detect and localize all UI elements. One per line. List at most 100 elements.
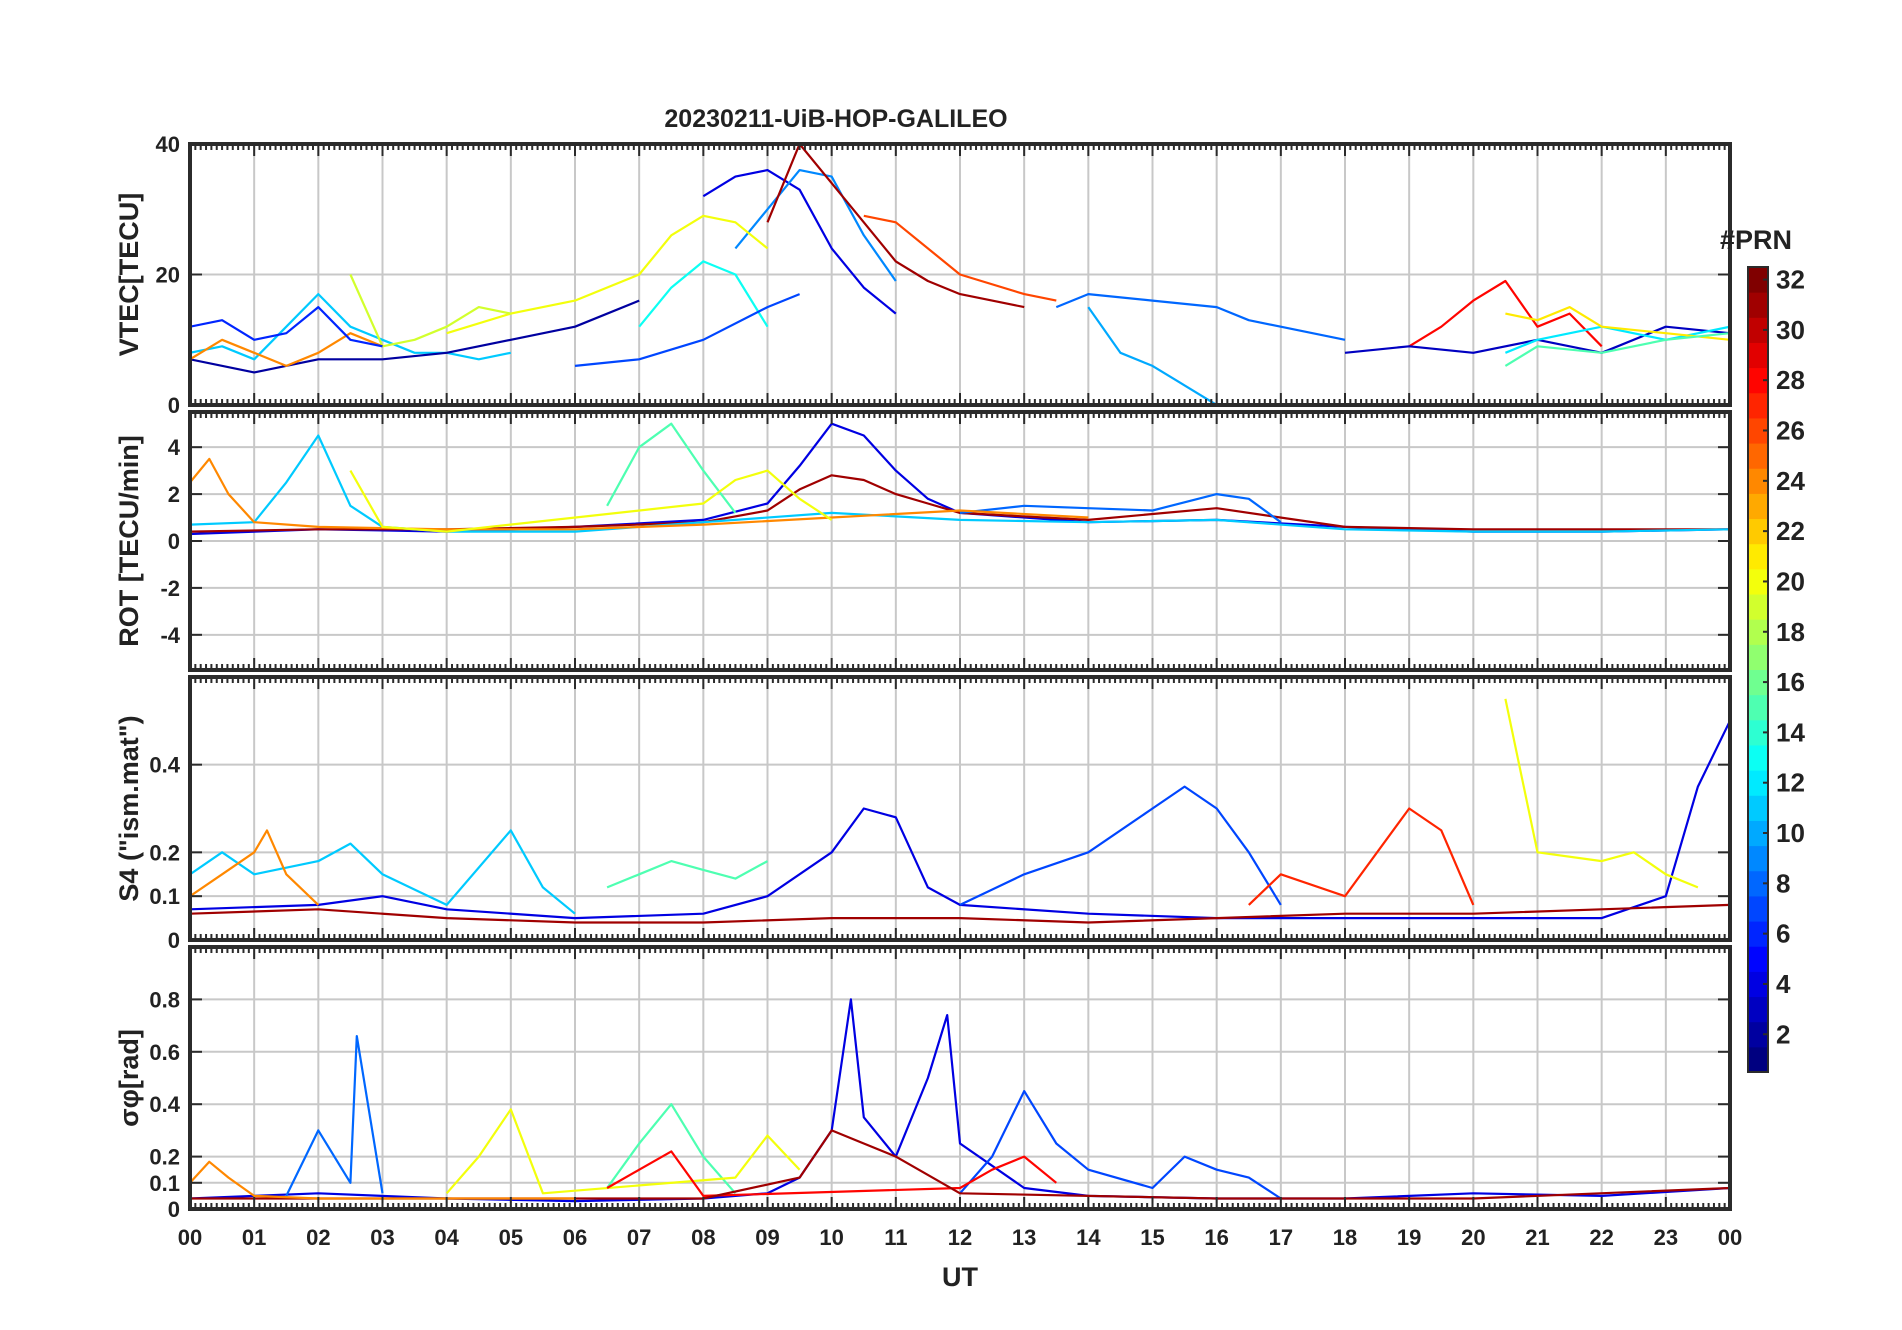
colorbar-segment: [1748, 493, 1768, 520]
series-prn-31: [190, 1129, 1730, 1200]
y-tick-label: -4: [160, 623, 180, 648]
x-tick-label: 08: [691, 1225, 715, 1250]
x-tick-label: 23: [1654, 1225, 1678, 1250]
series-prn-20: [1504, 698, 1699, 889]
colorbar-tick-label: 12: [1776, 768, 1805, 798]
y-tick-label: 0.2: [149, 840, 180, 865]
series-prn-11: [190, 434, 1730, 533]
x-tick-label: 15: [1140, 1225, 1164, 1250]
colorbar-segment: [1748, 392, 1768, 419]
series-prn-31: [190, 903, 1730, 924]
colorbar-segment: [1748, 267, 1768, 293]
series-prn-13: [638, 260, 769, 328]
colorbar-segment: [1748, 1021, 1768, 1048]
colorbar-segment: [1748, 317, 1768, 343]
colorbar-segment: [1748, 946, 1768, 972]
y-tick-label: 0.4: [149, 753, 180, 778]
colorbar-segment: [1748, 795, 1768, 821]
colorbar-tick-label: 32: [1776, 265, 1805, 295]
series-prn-9: [734, 169, 897, 282]
y-tick-label: 0: [168, 928, 180, 953]
colorbar-segment: [1748, 468, 1768, 494]
x-tick-label: 11: [884, 1225, 907, 1250]
colorbar-tick-label: 8: [1776, 868, 1790, 898]
x-tick-label: 19: [1397, 1225, 1421, 1250]
series-prn-19: [349, 274, 512, 348]
series-prn-4: [190, 720, 1730, 920]
y-tick-label: 0.2: [149, 1145, 180, 1170]
y-tick-label: 0.1: [149, 1171, 180, 1196]
colorbar-tick-label: 22: [1776, 516, 1805, 546]
x-tick-label: 07: [627, 1225, 651, 1250]
series-prn-8: [285, 1035, 384, 1197]
colorbar-segment: [1748, 870, 1768, 897]
y-tick-label: 0: [168, 393, 180, 418]
series-prn-15: [606, 860, 769, 889]
series-prn-31: [190, 474, 1730, 533]
y-tick-label: 4: [168, 435, 181, 460]
colorbar-segment: [1748, 996, 1768, 1023]
x-tick-label: 22: [1589, 1225, 1613, 1250]
colorbar-tick-label: 10: [1776, 818, 1805, 848]
colorbar-segment: [1748, 694, 1768, 721]
series-prn-31: [766, 144, 1025, 309]
colorbar-tick-label: 20: [1776, 566, 1805, 596]
panel-rot: -4 -2 0 2 4 ROT [TECU/min]: [114, 410, 1732, 672]
colorbar-tick-label: 4: [1776, 969, 1791, 999]
y-axis-label-vtec: VTEC[TECU]: [114, 193, 144, 357]
colorbar-segment: [1748, 770, 1768, 796]
series-prn-7: [959, 785, 1282, 906]
colorbar-segment: [1748, 971, 1768, 998]
colorbar-segment: [1748, 921, 1768, 947]
x-tick-label: 09: [755, 1225, 779, 1250]
chart-title: 20230211-UiB-HOP-GALILEO: [664, 105, 1007, 133]
colorbar-segment: [1748, 518, 1768, 545]
series-prn-2: [190, 299, 640, 374]
colorbar-segment: [1748, 619, 1768, 645]
y-tick-label: 0.1: [149, 884, 180, 909]
panel-frame: [188, 945, 1732, 1211]
panel-frame: [188, 142, 1732, 407]
colorbar-segment: [1748, 443, 1768, 469]
series-prn-4: [702, 169, 897, 315]
colorbar-segment: [1748, 367, 1768, 394]
colorbar-segment: [1748, 820, 1768, 847]
x-tick-label: 04: [434, 1225, 459, 1250]
x-tick-label: 10: [819, 1225, 843, 1250]
series-prn-10: [1087, 306, 1218, 405]
colorbar-tick-label: 2: [1776, 1019, 1790, 1049]
series-prn-15: [606, 1103, 737, 1195]
colorbar-segment: [1748, 719, 1768, 746]
y-tick-label: 0.4: [149, 1092, 180, 1117]
x-tick-label: 12: [948, 1225, 972, 1250]
series-prn-15: [1504, 332, 1730, 367]
x-tick-label: 17: [1269, 1225, 1293, 1250]
x-tick-label: 06: [563, 1225, 587, 1250]
series-prn-15: [606, 422, 737, 514]
panel-frame: [188, 410, 1732, 672]
colorbar-tick-label: 24: [1776, 466, 1805, 496]
x-axis-label: UT: [942, 1262, 978, 1292]
x-tick-labels: 00 01 02 03 04 05 06 07 08 09 10 11 12 13 14 15 16 17 18 19…: [178, 1225, 1742, 1250]
series-prn-11: [190, 293, 512, 361]
x-tick-label: 03: [370, 1225, 394, 1250]
colorbar-segment: [1748, 417, 1768, 444]
series-prn-28: [1408, 279, 1603, 348]
x-tick-label: 20: [1461, 1225, 1485, 1250]
colorbar-segment: [1748, 669, 1768, 696]
colorbar-label: #PRN: [1720, 225, 1792, 255]
colorbar-tick-label: 26: [1776, 416, 1805, 446]
x-tick-label: 13: [1012, 1225, 1036, 1250]
colorbar-segment: [1748, 845, 1768, 872]
y-axis-label-rot: ROT [TECU/min]: [114, 435, 144, 646]
colorbar-segment: [1748, 744, 1768, 771]
colorbar-segment: [1748, 895, 1768, 922]
series-prn-24: [190, 457, 1089, 531]
colorbar-tick-label: 14: [1776, 717, 1805, 747]
x-tick-label: 16: [1204, 1225, 1228, 1250]
x-tick-label: 14: [1076, 1225, 1101, 1250]
y-axis-label-sigma_phi: σφ[rad]: [114, 1029, 144, 1127]
y-tick-label: 0.6: [149, 1040, 180, 1065]
y-tick-label: 20: [156, 263, 180, 288]
